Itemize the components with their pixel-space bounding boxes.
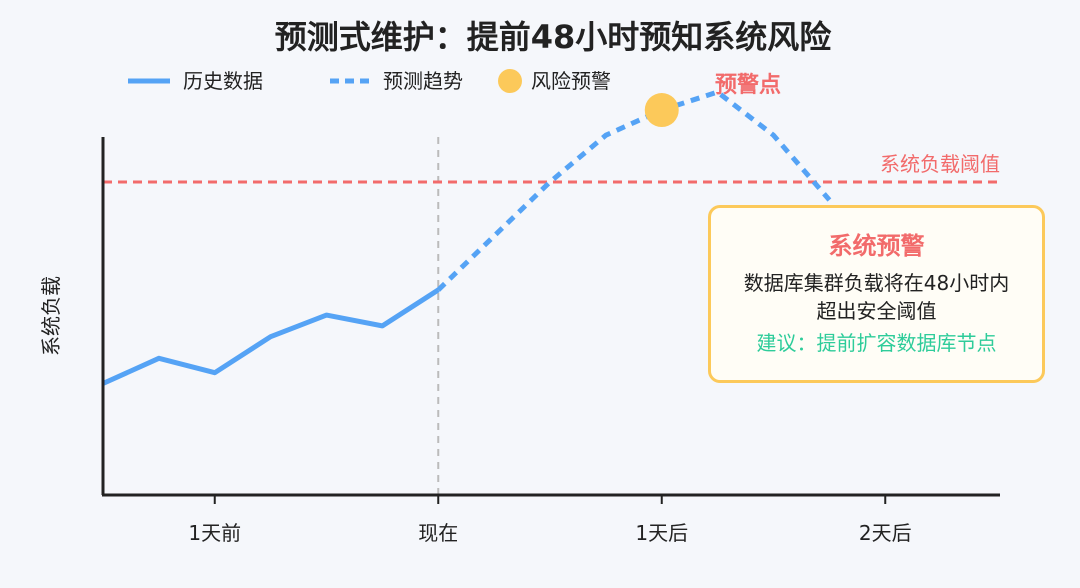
alert-suggestion: 建议：提前扩容数据库节点 [756, 331, 997, 355]
legend-risk-swatch [498, 69, 522, 93]
alert-line-2: 超出安全阈值 [816, 299, 937, 323]
chart-title: 预测式维护：提前48小时预知系统风险 [275, 18, 833, 56]
series-line-forecast [436, 89, 832, 292]
legend: 历史数据 预测趋势 风险预警 [128, 69, 611, 93]
x-tick-label: 2天后 [859, 521, 912, 545]
warning-point-label: 预警点 [715, 72, 781, 98]
series-layer [101, 89, 832, 386]
x-ticks: 1天前 现在 1天后 2天后 [188, 495, 912, 545]
legend-forecast-label: 预测趋势 [383, 69, 463, 93]
x-tick-label: 1天前 [188, 521, 241, 545]
legend-risk-label: 风险预警 [531, 69, 611, 93]
series-line-history [101, 287, 440, 386]
y-axis-label: 系统负载 [39, 276, 63, 356]
legend-history-label: 历史数据 [183, 69, 263, 93]
alert-title: 系统预警 [828, 232, 925, 260]
risk-point [644, 93, 679, 128]
x-tick-label: 现在 [418, 521, 458, 545]
alert-line-1: 数据库集群负载将在48小时内 [743, 271, 1010, 295]
x-tick-label: 1天后 [635, 521, 688, 545]
alert-box: 系统预警 数据库集群负载将在48小时内 超出安全阈值 建议：提前扩容数据库节点 [708, 205, 1045, 383]
threshold-label: 系统负载阈值 [880, 152, 1000, 176]
